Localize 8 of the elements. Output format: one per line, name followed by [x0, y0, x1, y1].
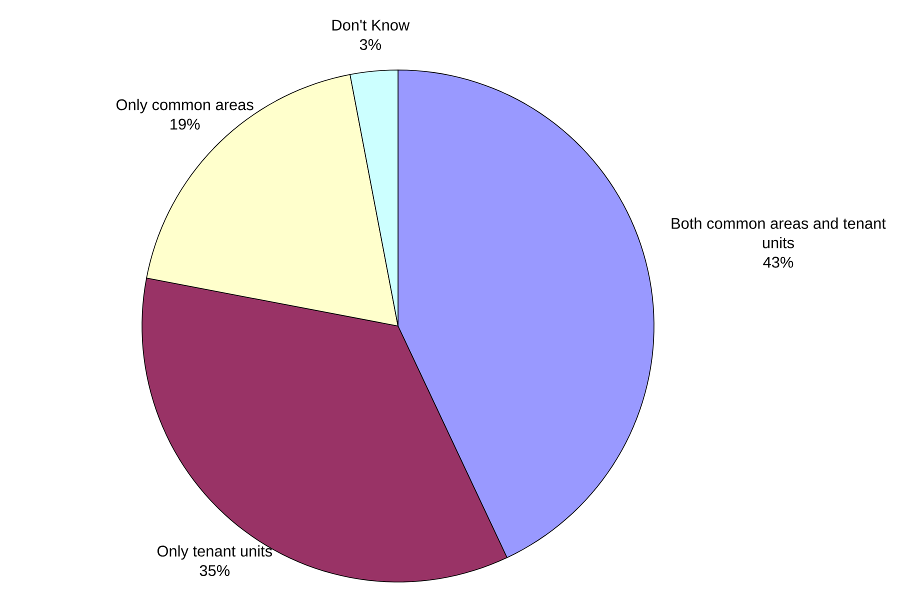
- slice-label: Only tenant units: [157, 545, 272, 560]
- data-label: 43%: [763, 256, 794, 268]
- slice-label: Both common areas and tenant units: [672, 218, 886, 248]
- slice-label: Only common areas: [116, 98, 254, 114]
- data-label: 19%: [170, 118, 200, 130]
- slice-label: Don't Know: [332, 20, 410, 31]
- data-label: 3%: [360, 39, 382, 50]
- data-label: 35%: [200, 565, 230, 576]
